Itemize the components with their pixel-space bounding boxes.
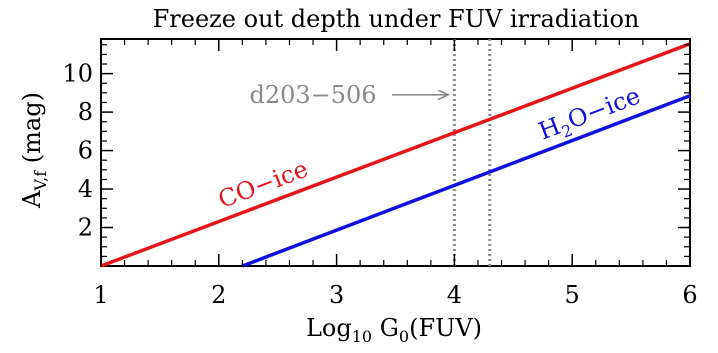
x-tick-label: 5 <box>565 281 580 309</box>
x-tick-label: 6 <box>682 281 697 309</box>
y-axis-label: AV,f (mag) <box>18 92 50 209</box>
series-lines <box>100 42 691 268</box>
reference-lines <box>452 39 492 266</box>
x-axis-label: Log10 G0(FUV) <box>306 314 482 346</box>
annotation-label: d203−506 <box>249 81 376 109</box>
x-tick-label: 1 <box>93 281 108 309</box>
y-tick-label: 10 <box>62 60 93 88</box>
h2o-ice-label: H2O−ice <box>535 81 646 149</box>
plot-frame <box>100 38 691 267</box>
plot-axes <box>100 38 691 267</box>
y-tick-label: 4 <box>78 175 93 203</box>
y-tick-label: 6 <box>78 137 93 165</box>
x-tick-label: 4 <box>447 281 462 309</box>
y-tick-label: 2 <box>78 214 93 242</box>
x-tick-label: 2 <box>211 281 226 309</box>
x-tick-label: 3 <box>329 281 344 309</box>
chart-title: Freeze out depth under FUV irradiation <box>153 5 640 33</box>
co-ice-line <box>100 42 691 268</box>
tick-labels: 1 2 3 4 5 6 2 4 6 8 10 <box>62 60 697 309</box>
h2o-ice-line <box>241 94 691 268</box>
y-tick-label: 8 <box>78 98 93 126</box>
tick-marks <box>100 39 691 266</box>
